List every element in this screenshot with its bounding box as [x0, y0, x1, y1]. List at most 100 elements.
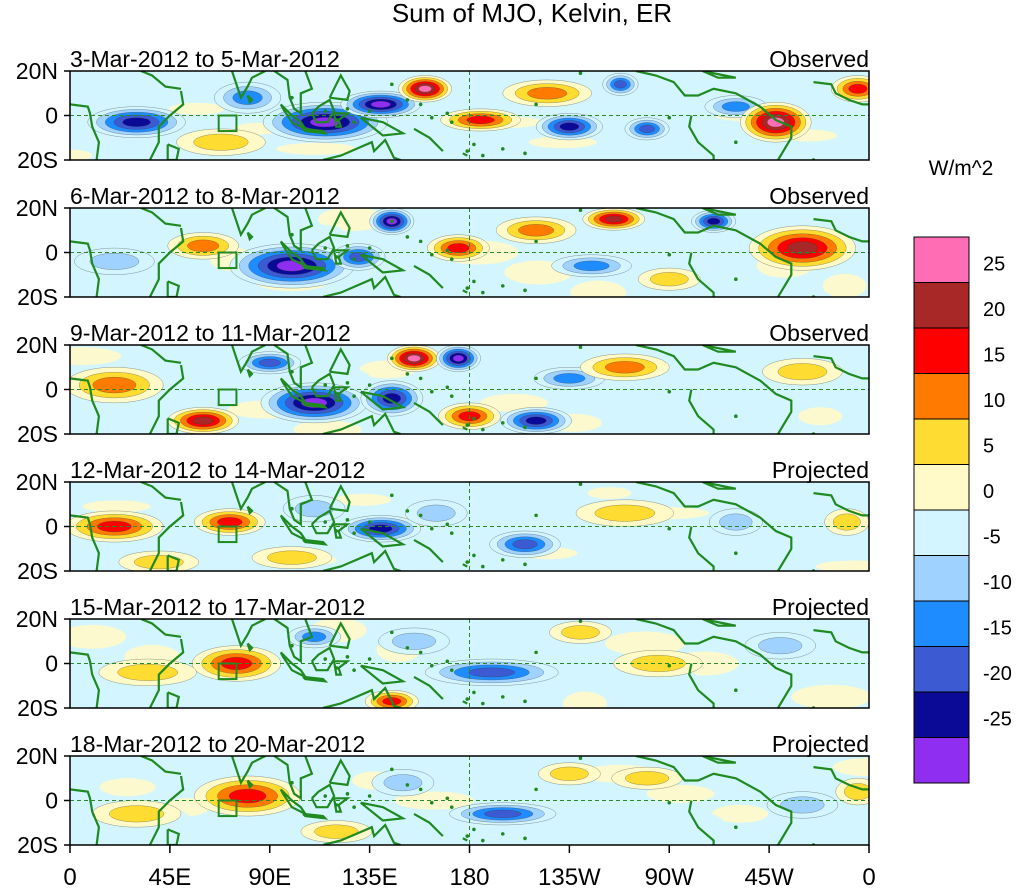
colorbar-tick-label: -5 [983, 527, 1001, 549]
island-dot [390, 219, 394, 224]
island-dot [418, 787, 423, 792]
island-dot [734, 551, 738, 555]
island-dot [481, 153, 485, 158]
anomaly-texture [411, 541, 480, 560]
coastline [273, 208, 314, 253]
island-dot [472, 690, 476, 695]
colorbar-tick-label: -25 [983, 709, 1012, 731]
coastline [70, 514, 101, 571]
anomaly-feature [637, 267, 701, 291]
colorbar-swatch [913, 600, 970, 647]
anomaly-feature [580, 353, 670, 381]
island-dot [523, 425, 527, 430]
island-dot [449, 668, 454, 672]
coastline [462, 289, 468, 294]
y-tick-label: 0 [45, 377, 58, 403]
coastline [413, 401, 444, 426]
anomaly-contour [89, 252, 140, 270]
anomaly-texture [494, 759, 539, 784]
anomaly-texture [781, 656, 838, 675]
anomaly-texture [680, 812, 725, 837]
island-dot [334, 118, 339, 122]
anomaly-feature [194, 775, 302, 817]
anomaly-contour [766, 117, 785, 128]
coastline [360, 116, 407, 137]
island-dot [481, 290, 485, 295]
anomaly-contour [843, 783, 869, 801]
anomaly-contour [383, 774, 423, 792]
y-tick-label: 20S [17, 695, 58, 721]
island-dot [472, 142, 476, 147]
anomaly-texture [99, 778, 156, 797]
coastline [702, 756, 737, 764]
anomaly-texture [258, 516, 303, 541]
x-tick-label: 0 [862, 864, 875, 889]
coastline [273, 482, 314, 527]
y-tick-label: 20N [16, 58, 58, 84]
island-dot [418, 650, 423, 655]
x-tick-label: 135W [538, 864, 601, 889]
island-dot [345, 107, 350, 111]
anomaly-texture [469, 365, 514, 378]
anomaly-contour [604, 215, 623, 223]
coastline [635, 208, 793, 297]
island-dot [534, 376, 538, 381]
colorbar-tick-label: 20 [983, 299, 1005, 321]
island-dot [472, 827, 476, 832]
anomaly-contour [719, 513, 753, 531]
y-tick-label: 20S [17, 421, 58, 447]
x-tick-label: 135E [342, 864, 398, 889]
island-dot [500, 832, 505, 836]
colorbar-tick-label: -20 [983, 663, 1012, 685]
coastline [273, 71, 314, 116]
y-tick-label: 0 [45, 103, 58, 129]
coastline [310, 783, 336, 809]
coastline [688, 526, 715, 571]
anomaly-feature [176, 128, 266, 156]
coastline [246, 231, 254, 242]
coastline [310, 372, 336, 398]
island-dot [465, 834, 470, 838]
anomaly-feature [435, 345, 481, 372]
panel-1: 3-Mar-2012 to 5-Mar-2012 Observed 20N 0 20S [16, 46, 870, 173]
anomaly-texture [362, 272, 431, 291]
coastline [302, 127, 329, 135]
anomaly-contour [512, 539, 538, 550]
coastline [635, 756, 793, 845]
coastline [635, 345, 793, 434]
anomaly-feature [371, 769, 435, 797]
coastline [702, 482, 737, 490]
anomaly-texture [386, 139, 455, 160]
island-dot [418, 102, 423, 107]
island-dot [323, 520, 328, 524]
anomaly-feature [427, 234, 490, 262]
anomaly-feature [551, 254, 632, 278]
island-dot [405, 98, 410, 102]
anomaly-feature [300, 820, 373, 844]
panel-stack: 3-Mar-2012 to 5-Mar-2012 Observed20N020S6… [16, 46, 870, 858]
colorbar-swatch [913, 464, 970, 511]
panel-status: Projected [772, 457, 869, 483]
island-dot [334, 529, 339, 533]
anomaly-texture [798, 407, 843, 426]
anomaly-contour [786, 241, 818, 255]
island-dot [352, 257, 356, 261]
y-tick-label: 20S [17, 147, 58, 173]
island-dot [445, 248, 450, 253]
anomaly-contour [707, 217, 721, 225]
panel-date-range: 3-Mar-2012 to 5-Mar-2012 [70, 46, 340, 72]
island-dot [418, 513, 423, 518]
island-dot [445, 796, 450, 801]
anomaly-texture [82, 500, 151, 513]
panel-3: 9-Mar-2012 to 11-Mar-2012 Observed 20N 0 20S [16, 320, 870, 447]
anomaly-texture [217, 372, 274, 385]
coastline [148, 775, 185, 845]
anomaly-texture [553, 530, 622, 555]
colorbar-units-label: W/m^2 [929, 157, 994, 180]
island-dot [334, 255, 339, 259]
anomaly-feature [575, 499, 674, 527]
island-dot [500, 421, 505, 425]
island-dot [500, 147, 505, 151]
anomaly-contour [758, 637, 803, 655]
coastline [273, 756, 314, 801]
